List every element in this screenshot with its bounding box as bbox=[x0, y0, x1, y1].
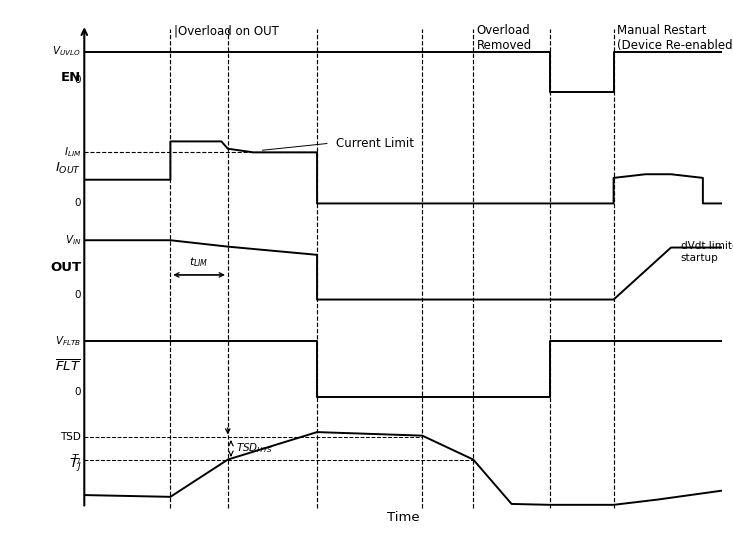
Text: $I_{OUT}$: $I_{OUT}$ bbox=[55, 161, 81, 177]
Text: $V_{IN}$: $V_{IN}$ bbox=[65, 233, 81, 247]
Text: TSD: TSD bbox=[60, 432, 81, 442]
Text: dVdt limited
startup: dVdt limited startup bbox=[680, 241, 733, 263]
Text: |Overload on OUT: |Overload on OUT bbox=[174, 25, 279, 37]
Text: 0: 0 bbox=[75, 75, 81, 85]
Text: $TSD_{HYS}$: $TSD_{HYS}$ bbox=[236, 441, 273, 455]
Text: EN: EN bbox=[61, 71, 81, 84]
Text: 0: 0 bbox=[75, 198, 81, 208]
Text: $I_{LIM}$: $I_{LIM}$ bbox=[64, 145, 81, 159]
Text: $V_{FLTB}$: $V_{FLTB}$ bbox=[55, 334, 81, 348]
Text: $V_{UVLO}$: $V_{UVLO}$ bbox=[52, 45, 81, 58]
Text: Time: Time bbox=[387, 511, 419, 524]
Text: OUT: OUT bbox=[50, 261, 81, 274]
Text: $T_J$: $T_J$ bbox=[69, 456, 81, 472]
Text: 0: 0 bbox=[75, 387, 81, 397]
Text: $t_{LIM}$: $t_{LIM}$ bbox=[189, 256, 209, 270]
Text: Current Limit: Current Limit bbox=[336, 136, 414, 150]
Text: $\overline{FLT}$: $\overline{FLT}$ bbox=[55, 359, 81, 374]
Text: 0: 0 bbox=[75, 290, 81, 300]
Text: Manual Restart
(Device Re-enabled): Manual Restart (Device Re-enabled) bbox=[616, 25, 733, 52]
Text: $T_J$: $T_J$ bbox=[71, 452, 81, 467]
Text: Overload
Removed: Overload Removed bbox=[476, 25, 531, 52]
